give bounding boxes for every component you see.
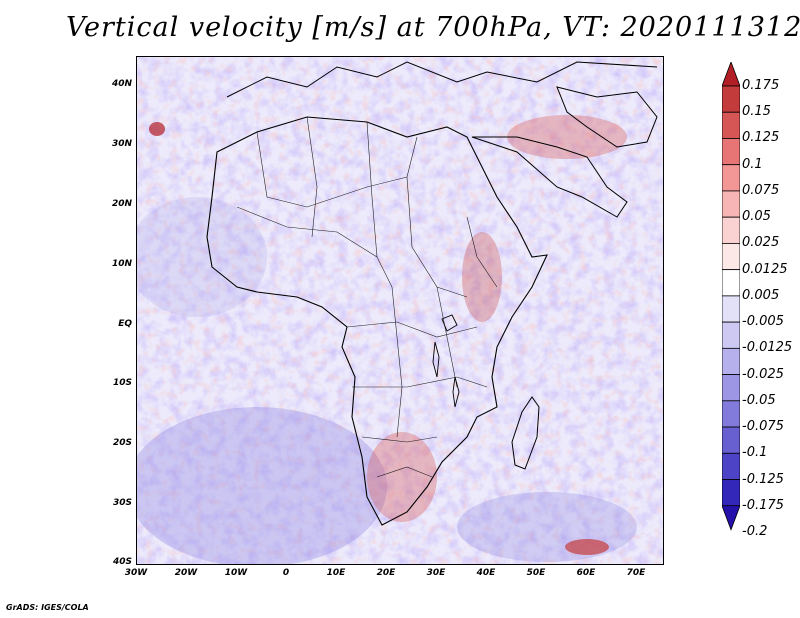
lat-label: 20N (111, 199, 132, 209)
colorbar-label: -0.075 (742, 419, 784, 435)
colorbar-swatch (722, 452, 740, 480)
colorbar-swatch (722, 400, 740, 428)
lake-victoria (441, 314, 458, 332)
madagascar (511, 396, 540, 470)
colorbar-label: 0.075 (742, 182, 780, 198)
colorbar-label: -0.175 (742, 497, 784, 513)
lat-label: 30S (112, 498, 132, 508)
africa-coastline (206, 116, 548, 526)
colorbar-label: -0.0125 (742, 340, 793, 356)
lon-label: 10E (326, 568, 346, 578)
lat-label: 10N (111, 259, 132, 269)
colorbar-swatch (722, 216, 740, 244)
colorbar-label: -0.05 (742, 392, 776, 408)
lon-label: 20E (376, 568, 396, 578)
colorbar-swatch (722, 190, 740, 218)
map-title: Vertical velocity [m/s] at 700hPa, VT: 2… (66, 12, 800, 43)
lat-label: 40N (111, 79, 132, 89)
colorbar-label: 0.05 (742, 209, 771, 225)
map-panel[interactable] (136, 56, 664, 565)
colorbar-label: 0.025 (742, 235, 780, 251)
colorbar-label: -0.2 (742, 524, 768, 539)
lat-label: EQ (118, 319, 132, 329)
lon-label: 30E (426, 568, 446, 578)
colorbar-top-arrow (722, 62, 740, 87)
colorbar-label: -0.1 (742, 445, 768, 461)
lon-label: 20W (174, 568, 198, 578)
colorbar-swatch (722, 269, 740, 297)
vertical-velocity-field (137, 57, 663, 564)
colorbar-label: 0.1 (742, 156, 763, 172)
colorbar-swatch (722, 85, 740, 113)
colorbar-swatch (722, 138, 740, 166)
lon-label: 60E (576, 568, 596, 578)
lon-label: 0 (282, 568, 290, 578)
colorbar-swatch (722, 111, 740, 139)
colorbar-swatch (722, 321, 740, 349)
lake-malawi (452, 376, 460, 408)
colorbar-swatch (722, 243, 740, 271)
lon-label: 30W (124, 568, 148, 578)
colorbar-swatch (722, 347, 740, 375)
colorbar-label: 0.175 (742, 78, 780, 93)
lon-label: 70E (626, 568, 646, 578)
lat-label: 20S (112, 438, 132, 448)
colorbar-swatch (722, 164, 740, 192)
colorbar-label: 0.15 (742, 104, 771, 120)
colorbar-label: -0.025 (742, 366, 784, 382)
lake-tanganyika (432, 341, 440, 378)
iran-coast (556, 86, 658, 148)
colorbar-swatch (722, 295, 740, 323)
colorbar-label: 0.0125 (742, 261, 788, 277)
lon-label: 40E (476, 568, 496, 578)
colorbar-label: -0.125 (742, 471, 784, 487)
europe-coast (226, 61, 658, 98)
lat-label: 40S (112, 557, 132, 567)
lat-label: 10S (112, 378, 132, 388)
colorbar-label: 0.125 (742, 130, 780, 146)
lon-label: 10W (224, 568, 248, 578)
grads-credit: GrADS: IGES/COLA (6, 603, 89, 612)
colorbar-swatch (722, 479, 740, 507)
lon-label: 50E (526, 568, 546, 578)
colorbar-bottom-arrow (722, 505, 740, 531)
lat-label: 30N (111, 139, 132, 149)
colorbar-swatch (722, 426, 740, 454)
arabian-peninsula (471, 136, 628, 218)
colorbar-label: -0.005 (742, 314, 784, 330)
colorbar-label: 0.005 (742, 287, 780, 303)
colorbar (722, 62, 740, 531)
colorbar-swatch (722, 374, 740, 402)
